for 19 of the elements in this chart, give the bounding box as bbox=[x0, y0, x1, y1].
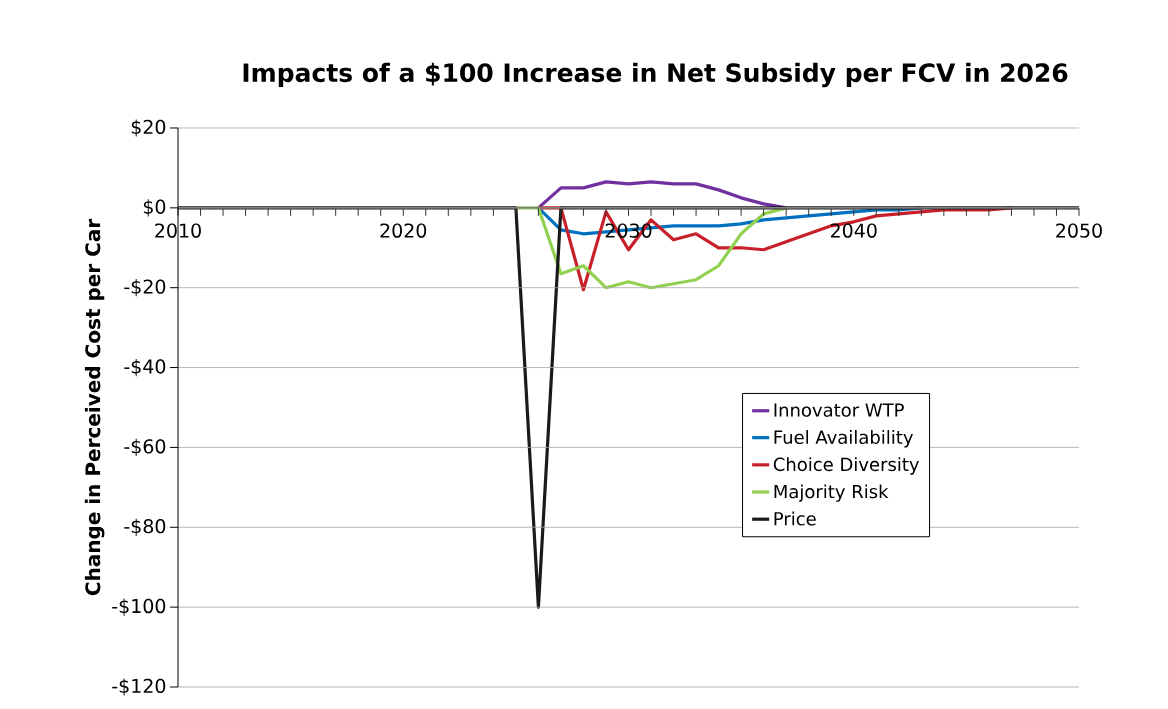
legend-label: Innovator WTP bbox=[774, 403, 904, 417]
chart-title: Impacts of a $100 Increase in Net Subsidy per FCV in 2026 bbox=[243, 62, 1068, 88]
y-axis-title: Change in Perceived Cost per Car bbox=[84, 218, 105, 596]
legend-label: Fuel Availability bbox=[774, 430, 913, 448]
legend-label: Price bbox=[774, 511, 816, 526]
y-tick-label: $20 bbox=[131, 119, 166, 137]
y-tick-label: -$60 bbox=[124, 438, 166, 457]
x-tick-label: 2010 bbox=[155, 223, 201, 238]
x-tick-label: 2040 bbox=[830, 223, 877, 238]
legend-label: Choice Diversity bbox=[773, 457, 920, 475]
x-tick-label: 2050 bbox=[1056, 223, 1102, 238]
legend-label: Majority Risk bbox=[774, 484, 889, 502]
y-tick-label: $0 bbox=[143, 199, 166, 217]
y-tick-label: -$20 bbox=[124, 279, 166, 297]
y-tick-label: -$40 bbox=[124, 358, 166, 377]
x-tick-label: 2020 bbox=[380, 223, 427, 238]
y-tick-label: -$120 bbox=[112, 678, 166, 696]
y-tick-label: -$80 bbox=[124, 518, 166, 536]
y-tick-label: -$100 bbox=[112, 598, 166, 616]
